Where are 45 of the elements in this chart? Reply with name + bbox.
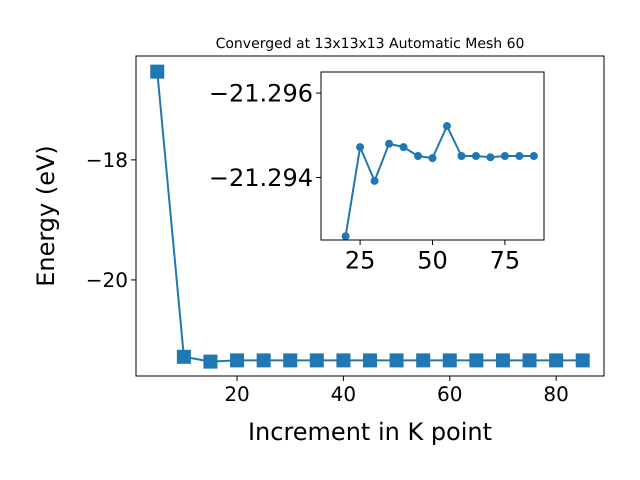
point [515,152,524,160]
point [530,152,538,160]
point [416,353,430,368]
x-tick-label: 75 [490,246,520,274]
point [310,353,324,368]
point [283,353,298,368]
x-axis-title: Increment in K point [248,418,492,446]
point [176,350,191,364]
x-tick-label: 60 [437,382,462,406]
chart-title: Converged at 13x13x13 Automatic Mesh 60 [216,36,524,52]
y-tick-label: −18 [86,148,128,172]
y-tick-label: −20 [86,268,128,292]
point [414,152,422,160]
point [496,353,510,368]
point [385,140,394,148]
point [336,353,350,368]
point [363,353,377,368]
y-axis-title: Energy (eV) [32,145,60,287]
x-tick-label: 80 [543,382,569,406]
point [428,154,436,162]
point [442,353,457,368]
point [549,353,564,368]
point [472,152,480,160]
x-tick-label: 50 [417,246,448,274]
x-tick-label: 25 [344,246,376,274]
x-tick-label: 20 [224,382,250,406]
point [150,64,164,79]
point [522,353,537,368]
y-tick-label: −21.294 [208,164,313,192]
point [500,152,509,160]
point [469,353,484,368]
point [390,353,404,368]
point [457,152,466,160]
point [230,353,244,368]
point [256,353,271,368]
point [342,232,350,240]
point [370,176,379,185]
y-tick-label: −21.296 [208,80,313,108]
point [203,354,218,369]
point [356,143,364,152]
point [400,143,408,152]
point [486,153,494,162]
x-tick-label: 40 [330,382,356,406]
point [576,353,590,368]
point [442,122,451,130]
